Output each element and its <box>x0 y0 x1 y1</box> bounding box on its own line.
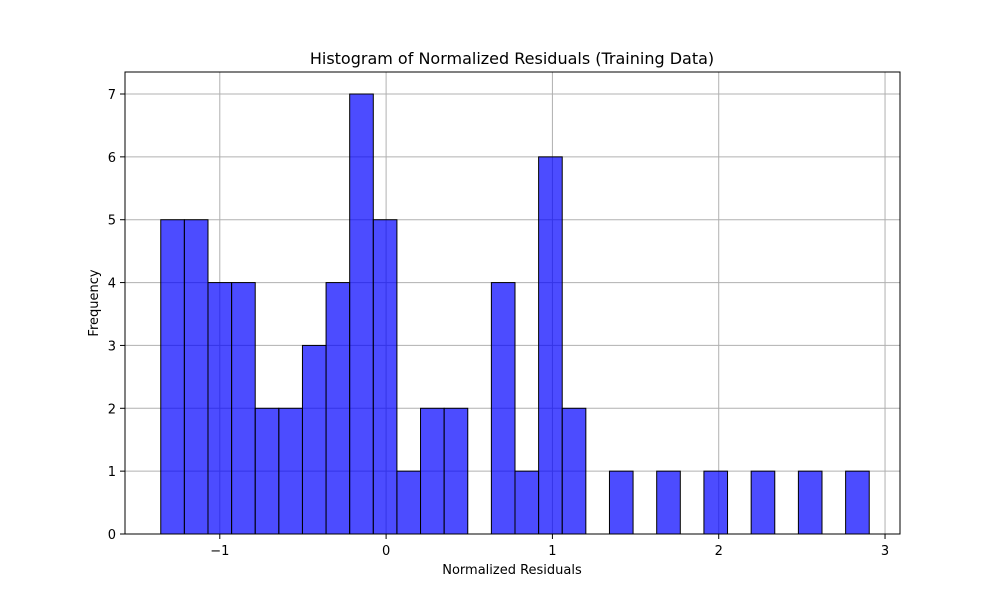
y-axis-ticks: 0 1 2 3 4 5 6 7 <box>108 88 125 543</box>
x-tick-label-3: 2 <box>715 544 723 559</box>
histogram-bar-27 <box>797 470 823 535</box>
y-tick-label-4: 4 <box>108 277 116 292</box>
histogram-bar-9 <box>372 219 398 535</box>
histogram-bar-10 <box>396 470 422 535</box>
histogram-bar-17 <box>561 407 587 535</box>
x-tick-label-4: 3 <box>881 544 889 559</box>
y-tick-label-2: 2 <box>108 402 116 417</box>
x-tick-label-0: −1 <box>210 544 229 559</box>
histogram-bar-1 <box>183 219 209 535</box>
x-tick-label-1: 0 <box>382 544 390 559</box>
histogram-bar-21 <box>656 470 681 535</box>
histogram-bar-5 <box>278 407 303 535</box>
histogram-bar-11 <box>420 407 445 535</box>
histogram-bar-14 <box>490 282 516 535</box>
histogram-bar-29 <box>845 470 870 535</box>
histogram-bar-23 <box>703 470 729 535</box>
histogram-bar-12 <box>443 407 469 535</box>
histogram-bar-7 <box>325 282 351 535</box>
histogram-bar-16 <box>538 156 563 535</box>
y-tick-label-6: 6 <box>108 151 116 166</box>
plot-frame <box>124 71 901 535</box>
histogram-bar-6 <box>301 344 327 535</box>
histogram-bar-2 <box>207 282 233 535</box>
histogram-bar-3 <box>231 282 256 535</box>
y-tick-label-1: 1 <box>108 465 116 480</box>
chart-title: Histogram of Normalized Residuals (Train… <box>310 49 714 68</box>
x-tick-label-2: 1 <box>548 544 556 559</box>
histogram-bar-0 <box>160 219 185 535</box>
y-tick-label-3: 3 <box>108 339 116 354</box>
histogram-bar-19 <box>608 470 634 535</box>
x-axis-ticks: −1 0 1 2 3 <box>210 534 889 559</box>
x-axis-label: Normalized Residuals <box>442 563 582 578</box>
histogram-bar-25 <box>750 470 776 535</box>
y-axis-label: Frequency <box>87 269 102 336</box>
y-tick-label-0: 0 <box>108 528 116 543</box>
histogram-bar-4 <box>254 407 280 535</box>
histogram-bars <box>160 93 870 535</box>
y-tick-label-5: 5 <box>108 214 116 229</box>
histogram-bar-8 <box>349 93 374 535</box>
histogram-bar-15 <box>514 470 540 535</box>
y-tick-label-7: 7 <box>108 88 116 103</box>
